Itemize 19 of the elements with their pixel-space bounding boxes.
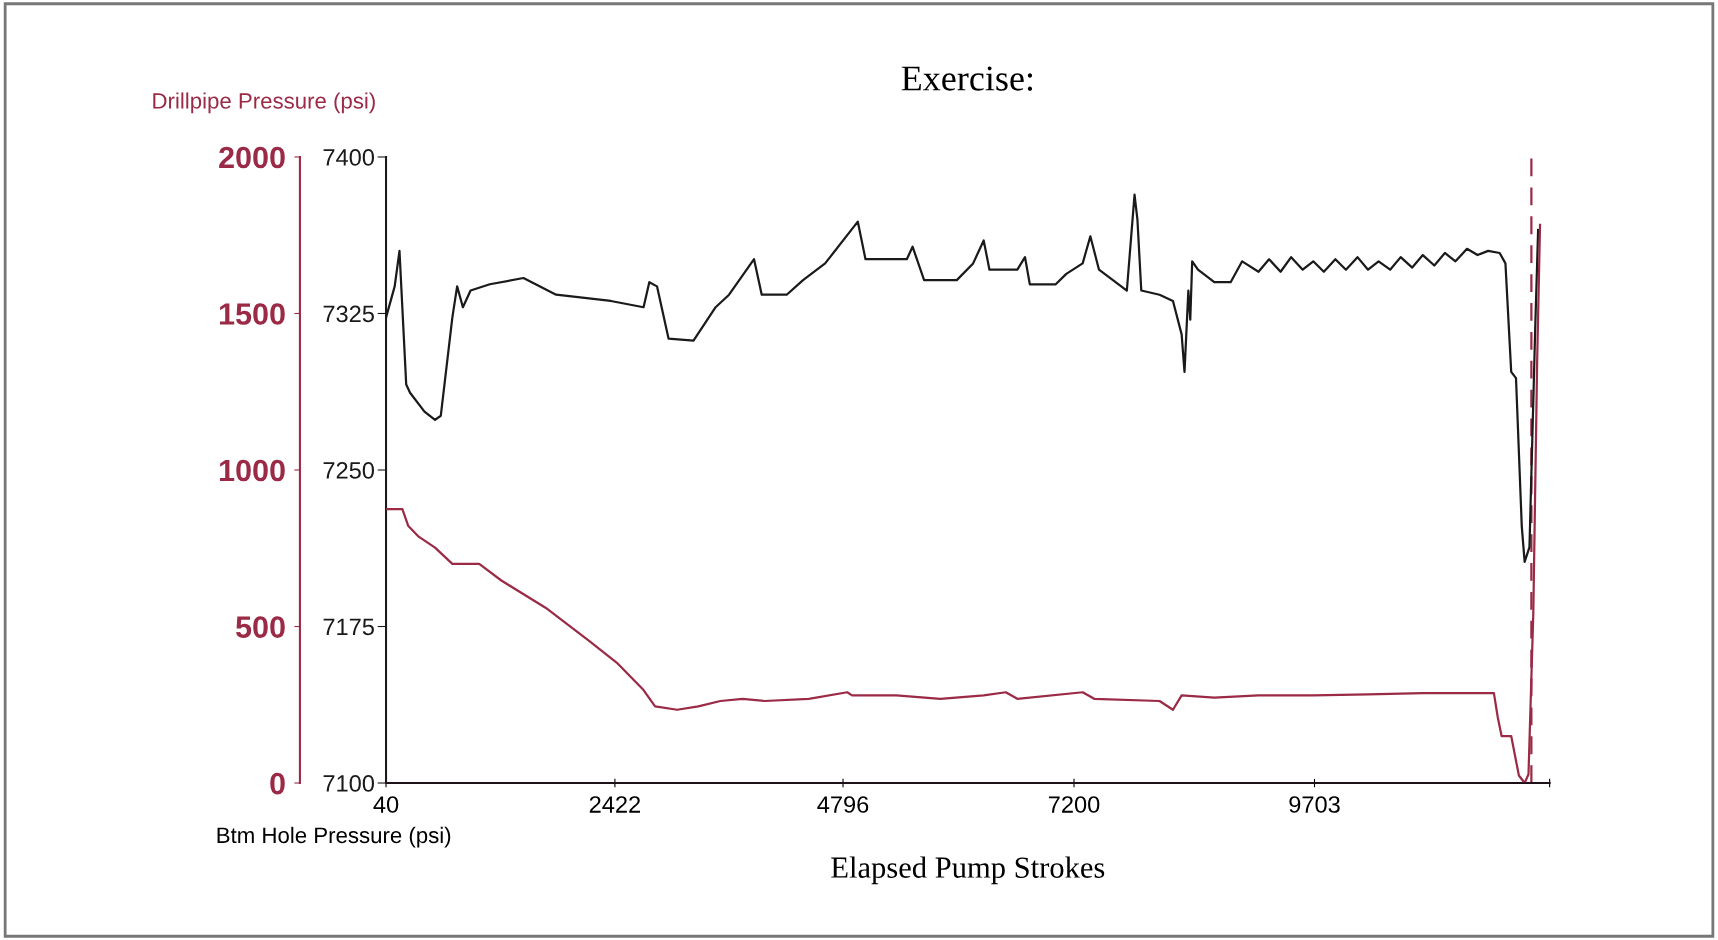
y-tick-label: 7325 bbox=[323, 305, 374, 323]
x-tick-label: 40 bbox=[373, 796, 399, 813]
x-tick-label: 2422 bbox=[589, 796, 640, 813]
x-tick-label: 7200 bbox=[1048, 796, 1100, 813]
y2-tick-label: 2000 bbox=[219, 146, 285, 169]
y-axis-title: Btm Hole Pressure (psi) bbox=[217, 826, 451, 848]
y-tick-label: 7400 bbox=[323, 149, 375, 166]
y-tick-label: 7250 bbox=[323, 462, 375, 479]
y2-tick-label: 0 bbox=[270, 772, 285, 795]
x-tick-label: 4796 bbox=[817, 796, 869, 813]
y2-axis-title: Drillpipe Pressure (psi) bbox=[153, 92, 375, 114]
chart-title: Exercise: bbox=[901, 66, 1033, 91]
y2-tick-label: 1500 bbox=[219, 303, 285, 325]
y-tick-label: 7100 bbox=[323, 775, 375, 792]
x-axis-title: Elapsed Pump Strokes bbox=[831, 856, 1105, 885]
y-tick-label: 7175 bbox=[323, 618, 374, 636]
y2-tick-label: 1000 bbox=[219, 459, 285, 482]
y2-tick-label: 500 bbox=[236, 616, 285, 638]
x-tick-label: 9703 bbox=[1289, 796, 1340, 813]
